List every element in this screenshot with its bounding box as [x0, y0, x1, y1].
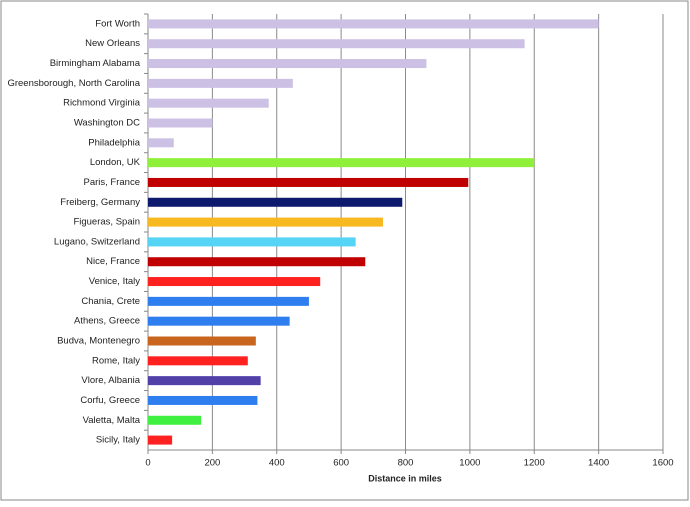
- x-tick-label: 1600: [652, 458, 673, 469]
- bar: [148, 336, 256, 346]
- x-tick-label: 1400: [588, 458, 609, 469]
- y-tick-label: Nice, France: [86, 256, 140, 267]
- bar: [148, 98, 269, 108]
- bar: [148, 237, 356, 247]
- bar: [148, 257, 366, 267]
- x-tick-label: 200: [204, 458, 220, 469]
- x-tick-label: 0: [145, 458, 150, 469]
- bar: [148, 316, 290, 326]
- y-tick-label: Freiberg, Germany: [60, 197, 140, 208]
- bar: [148, 138, 174, 148]
- bar: [148, 158, 535, 168]
- y-tick-label: Lugano, Switzerland: [54, 236, 140, 247]
- bar: [148, 395, 258, 405]
- y-tick-label: Corfu, Greece: [80, 395, 140, 406]
- y-tick-label: New Orleans: [85, 38, 140, 49]
- bar: [148, 177, 469, 187]
- y-tick-label: Figueras, Spain: [73, 217, 140, 228]
- y-tick-label: Rome, Italy: [92, 355, 140, 366]
- y-tick-label: Richmond Virginia: [63, 98, 141, 109]
- y-tick-label: Paris, France: [84, 177, 141, 188]
- y-tick-label: Chania, Crete: [81, 296, 140, 307]
- bar: [148, 59, 427, 69]
- bar: [148, 435, 173, 445]
- x-tick-label: 400: [269, 458, 285, 469]
- x-axis-title: Distance in miles: [368, 473, 442, 483]
- bar: [148, 296, 309, 306]
- x-tick-label: 1000: [459, 458, 480, 469]
- y-tick-label: Greensborough, North Carolina: [7, 78, 140, 89]
- x-tick-label: 1200: [524, 458, 545, 469]
- bar: [148, 39, 525, 49]
- y-tick-label: Washington DC: [74, 118, 140, 129]
- y-tick-label: Sicily, Italy: [96, 435, 140, 446]
- bar: [148, 356, 248, 366]
- y-tick-label: Vlore, Albania: [81, 375, 140, 386]
- y-tick-label: Birmingham Alabama: [50, 58, 141, 69]
- y-tick-label: Fort Worth: [95, 18, 140, 29]
- y-tick-label: Budva, Montenegro: [57, 336, 140, 347]
- x-tick-label: 800: [398, 458, 414, 469]
- bar: [148, 277, 321, 287]
- bar: [148, 217, 383, 227]
- x-tick-label: 600: [333, 458, 349, 469]
- bar: [148, 118, 213, 128]
- bar: [148, 78, 293, 88]
- y-tick-label: London, UK: [90, 157, 141, 168]
- y-tick-label: Venice, Italy: [89, 276, 140, 287]
- bar: [148, 415, 202, 425]
- bar: [148, 197, 403, 207]
- bar: [148, 19, 599, 29]
- bar: [148, 376, 261, 386]
- y-tick-label: Valetta, Malta: [83, 415, 141, 426]
- y-tick-label: Philadelphia: [88, 137, 140, 148]
- y-tick-label: Athens, Greece: [74, 316, 140, 327]
